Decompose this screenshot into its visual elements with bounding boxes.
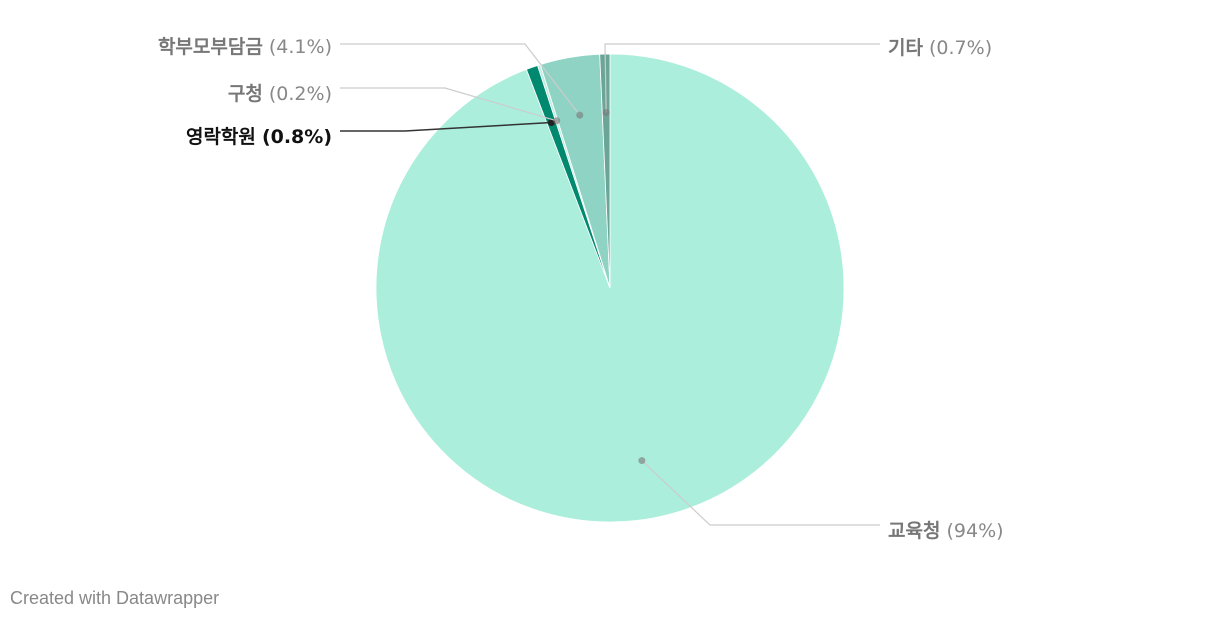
slice-value: (0.7%): [929, 37, 992, 59]
leader-dot: [602, 109, 610, 117]
slice-value: (4.1%): [269, 36, 332, 58]
slice-name: 학부모부담금: [158, 36, 263, 58]
slice-label: 영락학원 (0.8%): [186, 126, 332, 148]
leader-line: [340, 87, 557, 122]
slice-label: 학부모부담금 (4.1%): [158, 36, 332, 58]
footer: Created with Datawrapper: [10, 588, 219, 608]
leader-line: [340, 121, 552, 132]
leader-dot: [638, 457, 646, 465]
slice-label: 교육청 (94%): [888, 520, 1004, 542]
slice-value: (94%): [947, 520, 1004, 542]
slice-name: 구청: [228, 83, 263, 105]
leader-line: [340, 43, 581, 116]
leader-line: [604, 43, 880, 113]
slice-label: 구청 (0.2%): [228, 83, 332, 105]
slice-name: 영락학원: [186, 126, 256, 148]
leader-dot: [576, 111, 584, 119]
slice-name: 기타: [888, 37, 923, 59]
slice-value: (0.8%): [262, 126, 332, 148]
slice-label: 기타 (0.7%): [888, 37, 992, 59]
leader-line: [641, 460, 880, 526]
leader-dot: [553, 117, 561, 125]
slice-value: (0.2%): [269, 83, 332, 105]
slice-name: 교육청: [888, 520, 940, 542]
